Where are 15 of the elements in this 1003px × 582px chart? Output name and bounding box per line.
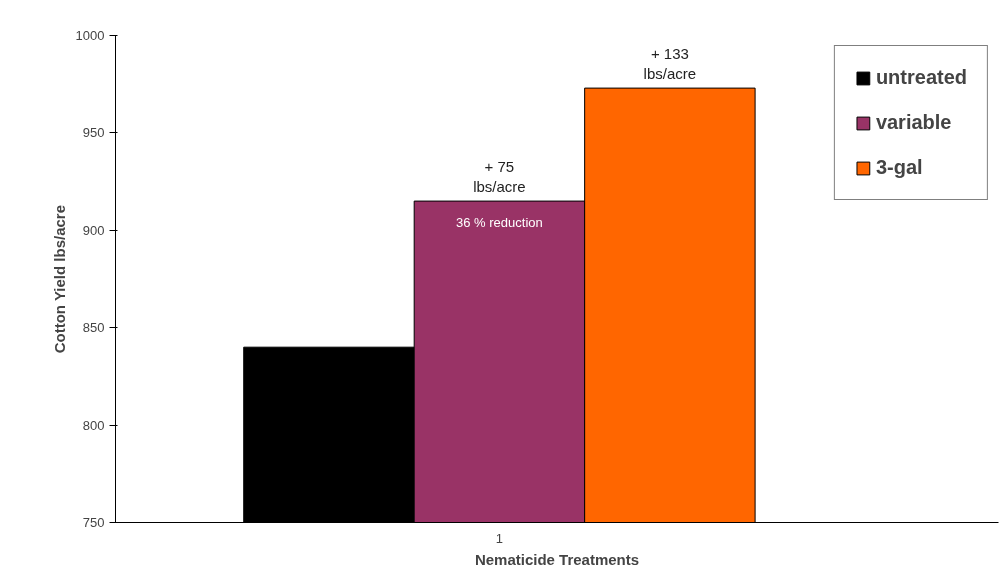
x-axis-title: Nematicide Treatments [474,550,640,568]
annotation: + 75 lbs/acre [473,157,526,196]
y-tick-label: 800 [82,417,105,433]
legend-label: untreated [875,66,967,89]
y-tick-label: 950 [82,125,105,141]
x-tick-label: 1 [495,530,504,546]
y-axis-title: Cotton Yield lbs/acre [50,204,68,354]
legend-label: variable [875,111,952,134]
y-tick-label: 1000 [75,28,105,43]
annotation: 36 % reduction [456,215,543,231]
annotation: + 133 lbs/acre [643,44,697,83]
legend-label: 3-gal [875,156,923,179]
y-tick-label: 900 [82,222,105,238]
y-tick-label: 750 [82,515,105,530]
y-tick-label: 850 [82,320,105,336]
